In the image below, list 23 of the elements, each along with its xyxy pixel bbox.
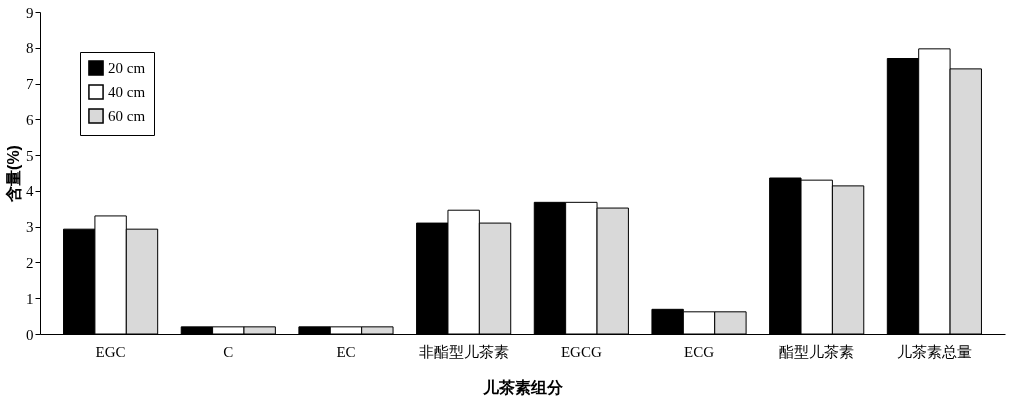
x-tick-label: EC bbox=[336, 343, 356, 360]
legend-label: 40 cm bbox=[108, 84, 146, 100]
x-axis-title: 儿茶素组分 bbox=[482, 378, 564, 396]
y-axis-title: 含量(%) bbox=[5, 145, 22, 203]
y-tick-label: 1 bbox=[26, 290, 34, 307]
x-tick-label: EGCG bbox=[560, 343, 602, 360]
y-tick-label: 3 bbox=[26, 219, 34, 236]
y-tick-label: 4 bbox=[26, 183, 34, 200]
y-tick-label: 8 bbox=[26, 40, 34, 57]
x-tick-label: ECG bbox=[684, 343, 715, 360]
legend-label: 60 cm bbox=[108, 108, 146, 124]
x-tick-label: EGC bbox=[95, 343, 126, 360]
x-tick-label: 非酯型儿茶素 bbox=[418, 343, 509, 360]
legend-label: 20 cm bbox=[108, 60, 146, 76]
y-tick-label: 6 bbox=[26, 111, 34, 128]
y-tick-label: 5 bbox=[26, 147, 34, 164]
y-tick-label: 2 bbox=[26, 254, 34, 271]
x-tick-label: 儿茶素总量 bbox=[896, 343, 972, 360]
x-tick-label: 酯型儿茶素 bbox=[779, 343, 855, 360]
y-tick-label: 0 bbox=[26, 326, 34, 343]
y-tick-label: 9 bbox=[26, 4, 34, 21]
y-tick-label: 7 bbox=[26, 76, 34, 93]
x-tick-label: C bbox=[223, 343, 234, 360]
